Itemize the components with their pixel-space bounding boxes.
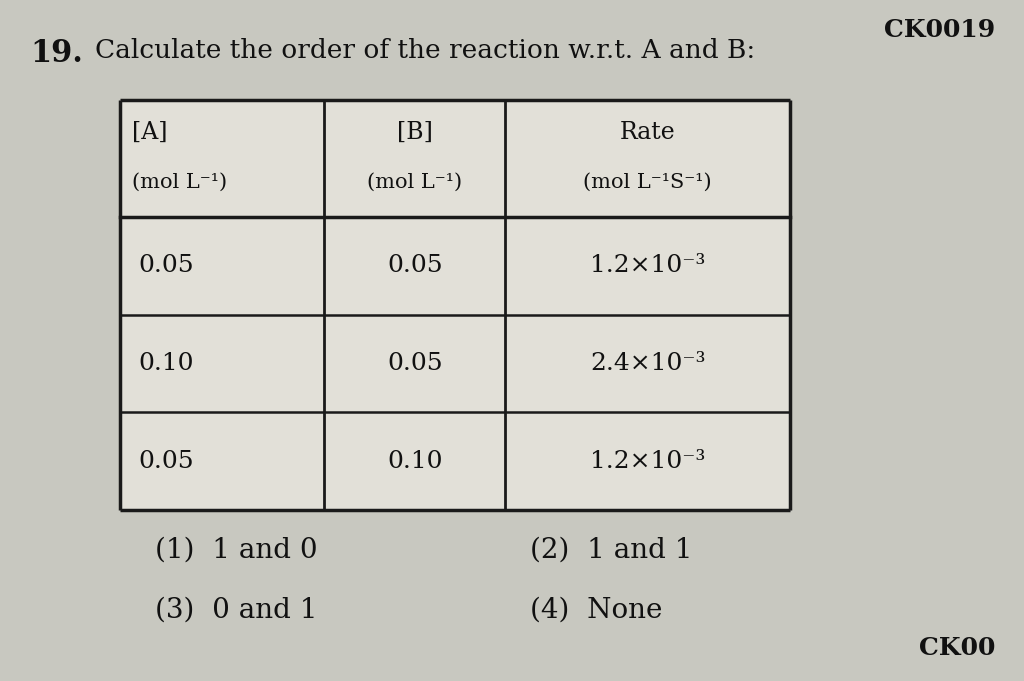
Text: Rate: Rate: [620, 121, 676, 144]
Text: (2)  1 and 1: (2) 1 and 1: [530, 537, 692, 563]
Text: 0.10: 0.10: [387, 449, 442, 473]
Text: (mol L⁻¹S⁻¹): (mol L⁻¹S⁻¹): [584, 172, 712, 191]
Bar: [120, 100, 790, 510]
Text: 0.10: 0.10: [138, 352, 194, 375]
Text: 19.: 19.: [30, 38, 83, 69]
Text: 2.4×10⁻³: 2.4×10⁻³: [590, 352, 706, 375]
Text: CK0019: CK0019: [884, 18, 995, 42]
Text: (mol L⁻¹): (mol L⁻¹): [368, 172, 463, 191]
Text: (3)  0 and 1: (3) 0 and 1: [155, 597, 317, 624]
Text: 0.05: 0.05: [387, 352, 442, 375]
Text: Calculate the order of the reaction w.r.t. A and B:: Calculate the order of the reaction w.r.…: [95, 38, 756, 63]
Text: (mol L⁻¹): (mol L⁻¹): [132, 172, 227, 191]
Text: (1)  1 and 0: (1) 1 and 0: [155, 537, 317, 563]
Text: 1.2×10⁻³: 1.2×10⁻³: [590, 449, 706, 473]
Text: (4)  None: (4) None: [530, 597, 663, 624]
Text: 0.05: 0.05: [138, 254, 194, 277]
Text: CK00: CK00: [919, 636, 995, 660]
Text: [B]: [B]: [397, 121, 433, 144]
Text: [A]: [A]: [132, 121, 168, 144]
Text: 1.2×10⁻³: 1.2×10⁻³: [590, 254, 706, 277]
Text: 0.05: 0.05: [138, 449, 194, 473]
Text: 0.05: 0.05: [387, 254, 442, 277]
